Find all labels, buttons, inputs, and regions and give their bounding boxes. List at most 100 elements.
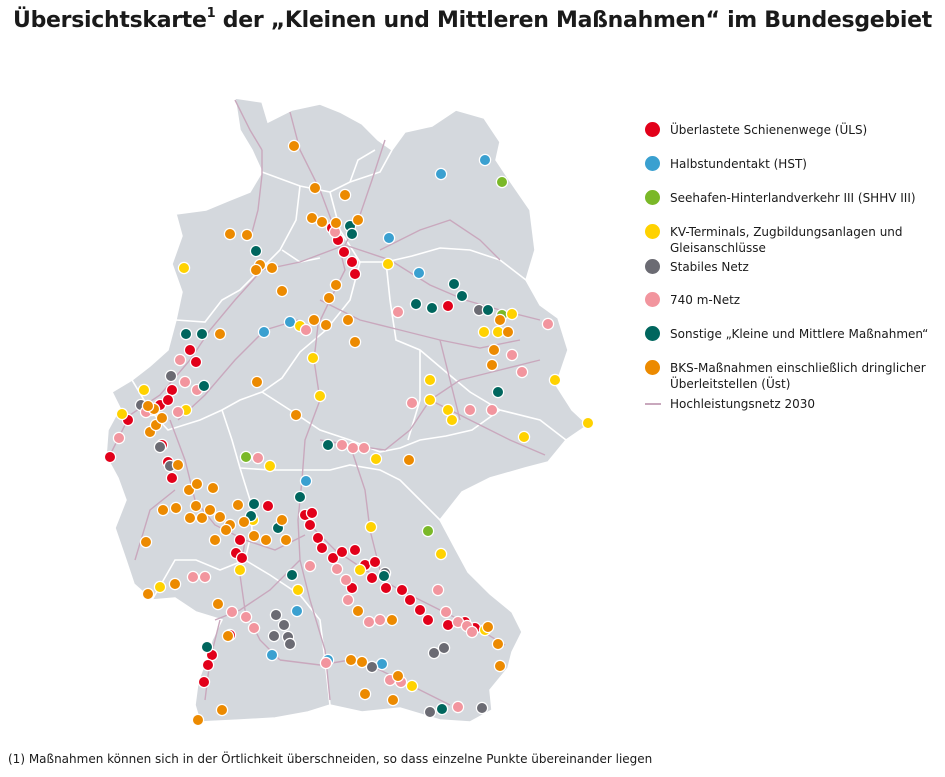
point-bks xyxy=(203,503,217,517)
point-kv xyxy=(291,583,305,597)
point-bks xyxy=(351,213,365,227)
point-bks xyxy=(275,513,289,527)
point-uls xyxy=(337,245,351,259)
network-line xyxy=(349,444,381,571)
point-uls xyxy=(335,545,349,559)
point-kv xyxy=(423,393,437,407)
point-bks xyxy=(329,278,343,292)
point-m740 xyxy=(303,559,317,573)
point-m740 xyxy=(405,396,419,410)
network-line xyxy=(379,219,501,261)
point-bks xyxy=(319,318,333,332)
point-skm xyxy=(200,640,214,654)
point-bks xyxy=(240,228,254,242)
point-m740 xyxy=(439,605,453,619)
point-bks xyxy=(221,629,235,643)
point-bks xyxy=(206,481,220,495)
point-bks xyxy=(386,693,400,707)
point-uls xyxy=(261,499,275,513)
network-line xyxy=(249,150,263,241)
point-m740 xyxy=(431,583,445,597)
point-uls xyxy=(365,571,379,585)
point-skm xyxy=(409,297,423,311)
network-line xyxy=(289,111,346,701)
point-m740 xyxy=(373,613,387,627)
legend-label: KV-Terminals, Zugbildungsanlagen und Gle… xyxy=(670,225,903,255)
point-m740 xyxy=(173,353,187,367)
point-sn xyxy=(164,369,178,383)
point-m740 xyxy=(339,573,353,587)
network-line xyxy=(169,419,306,551)
legend-dot-marker xyxy=(645,292,660,307)
point-bks xyxy=(289,408,303,422)
point-kv xyxy=(369,452,383,466)
point-bks xyxy=(171,458,185,472)
point-m740 xyxy=(251,451,265,465)
point-hst xyxy=(412,266,426,280)
point-sn xyxy=(267,629,281,643)
point-kv xyxy=(233,563,247,577)
point-uls xyxy=(315,541,329,555)
point-skm xyxy=(247,497,261,511)
point-hst xyxy=(290,604,304,618)
point-uls xyxy=(345,255,359,269)
point-m740 xyxy=(247,621,261,635)
point-hst xyxy=(257,325,271,339)
point-uls xyxy=(183,343,197,357)
point-bks xyxy=(322,291,336,305)
point-bks xyxy=(168,577,182,591)
point-m740 xyxy=(463,403,477,417)
point-bks xyxy=(402,453,416,467)
point-bks xyxy=(213,510,227,524)
germany-outline xyxy=(105,97,590,723)
point-bks xyxy=(213,327,227,341)
point-skm xyxy=(491,385,505,399)
point-sn xyxy=(153,440,167,454)
measure-points xyxy=(103,139,595,727)
legend-label: 740 m-Netz xyxy=(670,293,741,307)
state-border xyxy=(151,409,253,601)
legend-dot-marker xyxy=(645,360,660,375)
legend-label: Hochleistungsnetz 2030 xyxy=(670,397,816,411)
point-bks xyxy=(259,533,273,547)
point-bks xyxy=(344,653,358,667)
point-bks xyxy=(231,498,245,512)
point-uls xyxy=(305,506,319,520)
point-bks xyxy=(191,713,205,727)
point-kv xyxy=(364,520,378,534)
point-m740 xyxy=(346,441,360,455)
point-skm xyxy=(179,327,193,341)
point-bks xyxy=(141,587,155,601)
point-m740 xyxy=(391,305,405,319)
point-bks xyxy=(493,659,507,673)
point-m740 xyxy=(171,405,185,419)
point-bks xyxy=(355,655,369,669)
point-m740 xyxy=(299,323,313,337)
point-bks xyxy=(237,515,251,529)
point-bks xyxy=(208,533,222,547)
point-sn xyxy=(423,705,437,719)
state-border xyxy=(261,149,393,193)
point-bks xyxy=(487,343,501,357)
point-skm xyxy=(285,568,299,582)
point-bks xyxy=(169,501,183,515)
point-bks xyxy=(287,139,301,153)
point-m740 xyxy=(178,375,192,389)
point-bks xyxy=(211,597,225,611)
state-border xyxy=(261,391,501,453)
point-bks xyxy=(501,325,515,339)
point-bks xyxy=(189,499,203,513)
network-line xyxy=(319,299,521,349)
point-m740 xyxy=(541,317,555,331)
point-bks xyxy=(219,523,233,537)
point-bks xyxy=(156,503,170,517)
point-m740 xyxy=(186,570,200,584)
point-shhv xyxy=(421,524,435,538)
point-skm xyxy=(197,379,211,393)
point-bks xyxy=(275,284,289,298)
footnote: (1) Maßnahmen können sich in der Örtlich… xyxy=(8,752,653,766)
point-bks xyxy=(341,313,355,327)
point-hst xyxy=(434,167,448,181)
point-kv xyxy=(115,407,129,421)
point-kv xyxy=(548,373,562,387)
